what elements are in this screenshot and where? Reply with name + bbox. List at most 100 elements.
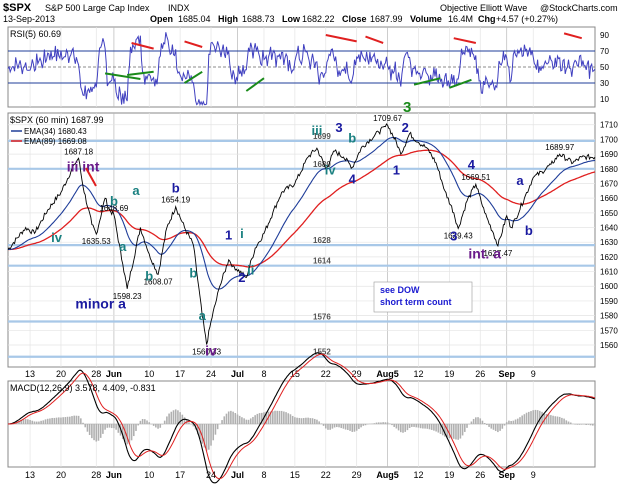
- price-label: 1669.51: [461, 173, 490, 182]
- price-y-tick: 1670: [600, 179, 618, 188]
- x-tick-label: 24: [206, 470, 216, 480]
- wave-label: 2: [238, 270, 245, 285]
- wave-label: a: [199, 308, 207, 323]
- price-y-tick: 1590: [600, 297, 618, 306]
- price-label: 1639.43: [444, 231, 473, 240]
- high-label: High: [218, 14, 238, 24]
- wave-label: 2: [402, 120, 409, 135]
- chg-value: +4.57 (+0.27%): [496, 14, 558, 24]
- wave-label: iv: [205, 342, 217, 358]
- x-tick-label: 17: [175, 470, 185, 480]
- level-label: 1614: [313, 257, 331, 266]
- wave-label: i: [240, 226, 244, 241]
- low-value: 1682.22: [302, 14, 335, 24]
- x-tick-label: 29: [352, 369, 362, 379]
- rsi-trendline: [245, 77, 265, 92]
- x-tick-label: 26: [475, 470, 485, 480]
- rsi-y-tick: 50: [600, 63, 609, 72]
- rsi-trendline: [365, 35, 384, 44]
- wave-label: b: [172, 180, 180, 195]
- close-label: Close: [342, 14, 367, 24]
- rsi-trendline: [131, 42, 154, 50]
- macd-signal-line: [8, 353, 596, 480]
- x-tick-label: 13: [25, 470, 35, 480]
- wave-label: minor a: [75, 295, 126, 311]
- price-y-tick: 1700: [600, 135, 618, 144]
- index-name: S&P 500 Large Cap Index: [45, 3, 150, 13]
- wave-label: b: [348, 130, 356, 145]
- rsi-y-tick: 90: [600, 31, 609, 40]
- rsi-trendline: [449, 78, 472, 89]
- macd-series-line: [7, 352, 596, 484]
- chart-header: $SPX S&P 500 Large Cap Index INDX 13-Sep…: [3, 2, 618, 24]
- x-tick-label: Sep: [498, 369, 515, 379]
- rsi-trendline: [453, 37, 477, 44]
- rsi-y-tick: 10: [600, 95, 609, 104]
- wave-iii-arrow: [85, 167, 97, 187]
- price-y-tick: 1640: [600, 224, 618, 233]
- price-label: 1627.47: [483, 249, 512, 258]
- ema89-legend: EMA(89) 1669.08: [24, 137, 87, 146]
- low-label: Low: [282, 14, 301, 24]
- wave-label: 3: [450, 229, 457, 244]
- price-y-tick: 1680: [600, 165, 618, 174]
- macd-legend: MACD(12,26,9) 3.578, 4.409, -0.831: [10, 383, 156, 393]
- wave-label: int. a: [468, 245, 501, 261]
- rsi-wave-label: 3: [403, 99, 411, 116]
- price-label: 1654.19: [161, 196, 190, 205]
- x-tick-label: 22: [321, 470, 331, 480]
- wave-label: iv: [51, 230, 63, 245]
- volume-label: Volume: [410, 14, 442, 24]
- price-label: 1689.97: [545, 143, 574, 152]
- x-tick-label: 10: [144, 369, 154, 379]
- ema34-legend: EMA(34) 1680.43: [24, 127, 87, 136]
- price-y-tick: 1710: [600, 121, 618, 130]
- rsi-trendline: [127, 70, 154, 76]
- wave-label: ii: [247, 263, 254, 278]
- ema89-series-line: [8, 149, 596, 268]
- x-tick-label: 9: [531, 470, 536, 480]
- wave-label: 1: [393, 163, 400, 178]
- x-tick-label: 12: [413, 470, 423, 480]
- price-y-tick: 1630: [600, 238, 618, 247]
- price-series-line: [7, 123, 596, 345]
- macd-panel: MACD(12,26,9) 3.578, 4.409, -0.831: [7, 352, 596, 484]
- price-label: 1687.18: [64, 147, 93, 156]
- x-tick-label: Aug5: [376, 369, 399, 379]
- price-label: 1709.67: [373, 114, 402, 123]
- price-y-tick: 1570: [600, 326, 618, 335]
- ema34-series-line: [7, 137, 596, 290]
- price-frame: [7, 112, 596, 368]
- chg-label: Chg: [478, 14, 496, 24]
- volume-value: 16.4M: [448, 14, 473, 24]
- x-tick-label: Jun: [106, 369, 122, 379]
- wave-label: 1: [225, 227, 232, 242]
- price-y-tick: 1690: [600, 150, 618, 159]
- rsi-legend: RSI(5) 60.69: [10, 29, 61, 39]
- wave-label: b: [525, 223, 533, 238]
- x-tick-label: Aug5: [376, 470, 399, 480]
- wave-label: iii int: [67, 159, 100, 175]
- annotation-line-1: see DOW: [380, 285, 420, 295]
- exchange: INDX: [168, 3, 190, 13]
- price-y-tick: 1660: [600, 194, 618, 203]
- x-tick-label: 20: [56, 470, 66, 480]
- x-tick-label: 8: [261, 369, 266, 379]
- price-label: 1648.69: [99, 204, 128, 213]
- wave-label: 4: [468, 157, 476, 172]
- level-label: 1576: [313, 312, 331, 321]
- credit-label: @StockCharts.com: [540, 3, 618, 13]
- level-label: 1699: [313, 132, 331, 141]
- wave-label: iii: [312, 123, 323, 138]
- annotation-line-2: short term count: [380, 297, 452, 307]
- rsi-trendline: [413, 77, 441, 86]
- price-label: 1608.07: [144, 277, 173, 286]
- x-tick-label: Jun: [106, 470, 122, 480]
- x-tick-label: 29: [352, 470, 362, 480]
- level-label: 1552: [313, 348, 331, 357]
- chart-date: 13-Sep-2013: [3, 14, 55, 24]
